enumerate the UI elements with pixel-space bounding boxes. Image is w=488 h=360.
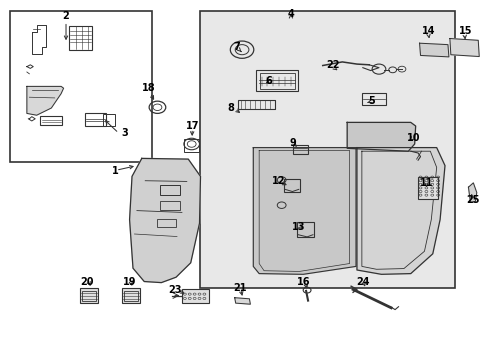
Polygon shape xyxy=(356,148,444,274)
Text: 12: 12 xyxy=(271,176,285,186)
Polygon shape xyxy=(253,148,355,274)
Text: 20: 20 xyxy=(80,276,94,287)
Polygon shape xyxy=(449,39,478,57)
Text: 23: 23 xyxy=(168,285,182,295)
Text: 15: 15 xyxy=(458,26,471,36)
Bar xyxy=(160,201,180,210)
Text: 4: 4 xyxy=(287,9,294,19)
Bar xyxy=(160,185,180,195)
Bar xyxy=(69,26,92,49)
Text: 17: 17 xyxy=(186,121,200,131)
Text: 6: 6 xyxy=(265,76,272,86)
Bar xyxy=(80,288,98,303)
Text: 16: 16 xyxy=(297,276,310,287)
Bar xyxy=(292,145,307,154)
Text: 1: 1 xyxy=(111,166,118,176)
Text: 11: 11 xyxy=(419,178,433,188)
Polygon shape xyxy=(468,183,476,202)
Text: 13: 13 xyxy=(291,222,305,232)
Bar xyxy=(10,11,151,162)
Text: 14: 14 xyxy=(421,26,434,36)
Bar xyxy=(81,291,96,301)
Text: 2: 2 xyxy=(62,11,69,21)
Bar xyxy=(85,113,105,126)
Polygon shape xyxy=(27,86,63,115)
Bar xyxy=(256,70,297,91)
Bar xyxy=(284,179,299,192)
Polygon shape xyxy=(419,43,448,57)
Bar xyxy=(259,73,294,89)
Bar xyxy=(184,139,199,152)
Polygon shape xyxy=(346,122,415,151)
Text: 5: 5 xyxy=(367,96,374,106)
Polygon shape xyxy=(234,298,250,304)
Text: 24: 24 xyxy=(355,276,369,287)
Bar xyxy=(182,289,208,303)
Bar xyxy=(237,100,274,109)
Polygon shape xyxy=(129,158,200,283)
Text: 10: 10 xyxy=(406,132,419,143)
Text: 8: 8 xyxy=(227,103,234,113)
Bar xyxy=(157,219,175,227)
Text: 9: 9 xyxy=(288,138,295,148)
Bar xyxy=(123,291,138,301)
Bar xyxy=(200,11,454,288)
Text: 21: 21 xyxy=(232,283,246,293)
Bar xyxy=(297,222,313,237)
Bar xyxy=(361,93,386,105)
Text: 7: 7 xyxy=(233,42,240,52)
Bar xyxy=(417,177,437,199)
Bar xyxy=(40,116,62,125)
Bar xyxy=(122,288,140,303)
Text: 25: 25 xyxy=(466,195,479,205)
Text: 22: 22 xyxy=(325,60,339,70)
Text: 3: 3 xyxy=(121,128,128,138)
Bar xyxy=(102,114,115,126)
Text: 18: 18 xyxy=(142,83,156,93)
Text: 19: 19 xyxy=(122,276,136,287)
